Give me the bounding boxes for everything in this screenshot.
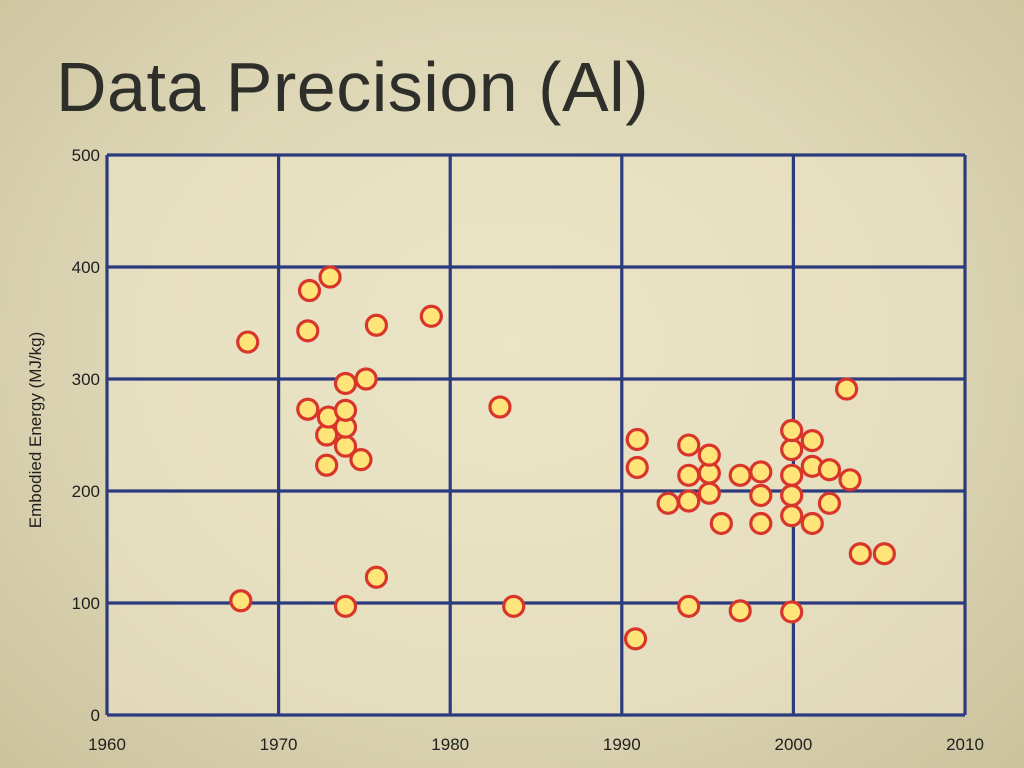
data-point — [488, 395, 512, 419]
data-point — [364, 565, 389, 589]
data-point — [749, 511, 773, 536]
data-point — [780, 437, 804, 462]
data-point — [623, 627, 648, 651]
data-points — [229, 265, 896, 651]
data-point — [800, 429, 824, 453]
data-point — [872, 542, 896, 566]
data-point — [656, 491, 680, 515]
data-point — [749, 460, 773, 484]
data-point — [709, 511, 733, 536]
data-point — [502, 594, 526, 618]
data-point — [229, 589, 253, 613]
y-tick-label: 0 — [91, 706, 100, 725]
x-tick-label: 1960 — [88, 735, 126, 754]
data-point — [296, 319, 320, 343]
plot-area — [107, 155, 965, 715]
data-point — [677, 433, 701, 457]
data-point — [364, 313, 389, 337]
data-point — [677, 594, 701, 618]
data-point — [800, 511, 824, 536]
x-tick-label: 2010 — [946, 735, 984, 754]
y-tick-label: 500 — [72, 146, 100, 165]
x-tick-label: 1990 — [603, 735, 641, 754]
data-point — [728, 599, 752, 623]
data-point — [625, 427, 649, 452]
data-point — [297, 278, 322, 303]
data-point — [838, 468, 862, 492]
data-point — [780, 504, 804, 528]
data-point — [333, 371, 358, 396]
y-tick-label: 400 — [72, 258, 100, 277]
data-point — [780, 483, 804, 508]
data-point — [817, 458, 842, 482]
data-point — [315, 453, 339, 477]
data-point — [749, 483, 773, 508]
data-point — [848, 542, 872, 566]
data-point — [236, 330, 260, 354]
data-point — [817, 491, 842, 515]
x-axis-ticks: 1960 1970 1980 1990 2000 2010 — [88, 735, 984, 754]
y-tick-label: 300 — [72, 370, 100, 389]
x-tick-label: 1970 — [260, 735, 298, 754]
data-point — [834, 377, 859, 401]
data-point — [780, 418, 804, 443]
data-point — [333, 594, 358, 618]
data-point — [296, 397, 320, 421]
y-tick-label: 100 — [72, 594, 100, 613]
data-point — [349, 448, 373, 472]
data-point — [677, 463, 701, 487]
data-point — [625, 455, 649, 480]
data-point — [318, 265, 342, 289]
data-point — [728, 463, 752, 487]
y-tick-label: 200 — [72, 482, 100, 501]
data-point — [419, 304, 443, 328]
data-point — [677, 489, 701, 513]
y-axis-ticks: 0 100 200 300 400 500 — [72, 146, 100, 725]
data-point — [780, 600, 804, 624]
data-point — [780, 463, 804, 487]
slide-title: Data Precision (Al) — [56, 48, 650, 126]
data-point — [697, 443, 721, 467]
y-axis-label: Embodied Energy (MJ/kg) — [26, 332, 45, 529]
x-tick-label: 1980 — [431, 735, 469, 754]
data-point — [333, 398, 358, 422]
x-tick-label: 2000 — [774, 735, 812, 754]
data-point — [354, 367, 378, 391]
data-point — [697, 481, 721, 505]
